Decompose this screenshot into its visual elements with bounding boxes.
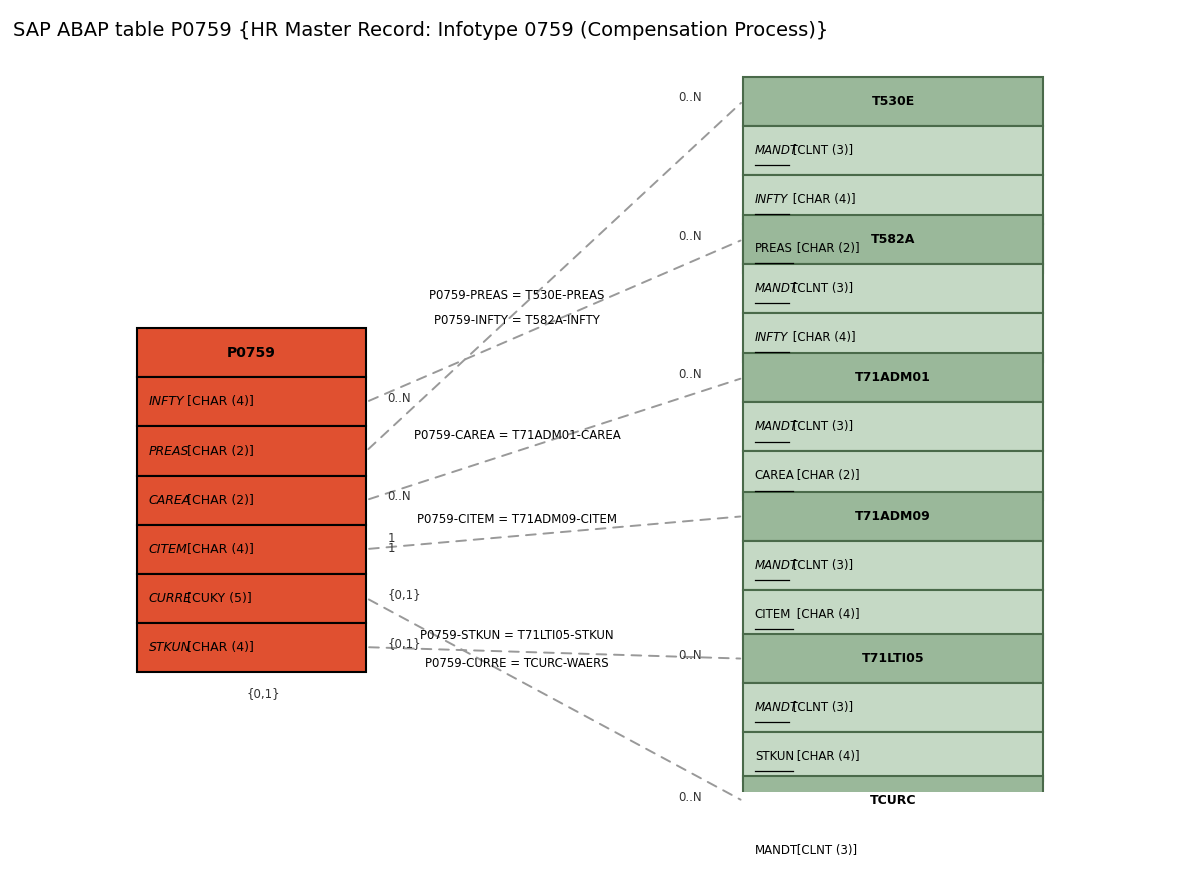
Text: [CHAR (4)]: [CHAR (4)] xyxy=(789,193,856,205)
Text: [CHAR (4)]: [CHAR (4)] xyxy=(183,640,254,654)
Polygon shape xyxy=(743,354,1043,403)
Text: 0..N: 0..N xyxy=(387,490,411,504)
Text: P0759: P0759 xyxy=(227,346,276,360)
Polygon shape xyxy=(743,777,1043,825)
Polygon shape xyxy=(743,874,1043,893)
Text: P0759-STKUN = T71LTI05-STKUN: P0759-STKUN = T71LTI05-STKUN xyxy=(420,630,614,642)
Text: [CLNT (3)]: [CLNT (3)] xyxy=(789,144,853,156)
Polygon shape xyxy=(743,451,1043,500)
Text: CITEM: CITEM xyxy=(755,608,791,621)
Polygon shape xyxy=(137,378,366,427)
Text: T71ADM01: T71ADM01 xyxy=(856,371,931,384)
Text: [CLNT (3)]: [CLNT (3)] xyxy=(789,282,853,295)
Polygon shape xyxy=(137,573,366,622)
Text: {0,1}: {0,1} xyxy=(247,688,280,700)
Polygon shape xyxy=(743,589,1043,638)
Polygon shape xyxy=(137,329,366,378)
Polygon shape xyxy=(137,427,366,476)
Text: P0759-CITEM = T71ADM09-CITEM: P0759-CITEM = T71ADM09-CITEM xyxy=(417,513,617,527)
Text: MANDT: MANDT xyxy=(755,144,798,156)
Text: CAREA: CAREA xyxy=(149,494,191,506)
Text: [CHAR (4)]: [CHAR (4)] xyxy=(789,331,856,344)
Text: T71ADM09: T71ADM09 xyxy=(856,510,931,522)
Text: INFTY: INFTY xyxy=(755,331,788,344)
Polygon shape xyxy=(743,732,1043,781)
Text: [CUKY (5)]: [CUKY (5)] xyxy=(183,592,251,605)
Text: [CHAR (4)]: [CHAR (4)] xyxy=(793,750,860,764)
Polygon shape xyxy=(743,825,1043,874)
Text: CAREA: CAREA xyxy=(755,470,794,482)
Text: CURRE: CURRE xyxy=(149,592,191,605)
Text: P0759-PREAS = T530E-PREAS: P0759-PREAS = T530E-PREAS xyxy=(430,288,604,302)
Text: MANDT: MANDT xyxy=(755,844,798,856)
Polygon shape xyxy=(743,492,1043,541)
Text: CITEM: CITEM xyxy=(149,543,188,555)
Polygon shape xyxy=(137,476,366,524)
Text: [CHAR (2)]: [CHAR (2)] xyxy=(793,242,860,255)
Polygon shape xyxy=(743,77,1043,126)
Text: INFTY: INFTY xyxy=(755,193,788,205)
Text: PREAS: PREAS xyxy=(149,445,189,457)
Text: [CLNT (3)]: [CLNT (3)] xyxy=(789,701,853,714)
Text: T582A: T582A xyxy=(871,233,916,246)
Text: MANDT: MANDT xyxy=(755,559,798,572)
Polygon shape xyxy=(743,175,1043,223)
Text: PREAS: PREAS xyxy=(755,242,793,255)
Text: [CHAR (4)]: [CHAR (4)] xyxy=(183,543,254,555)
Text: [CHAR (2)]: [CHAR (2)] xyxy=(793,470,860,482)
Text: T71LTI05: T71LTI05 xyxy=(861,652,924,665)
Text: [CLNT (3)]: [CLNT (3)] xyxy=(789,559,853,572)
Text: INFTY: INFTY xyxy=(149,396,184,408)
Text: 0..N: 0..N xyxy=(387,392,411,405)
Polygon shape xyxy=(743,313,1043,362)
Text: STKUN: STKUN xyxy=(149,640,190,654)
Text: [CLNT (3)]: [CLNT (3)] xyxy=(793,844,857,856)
Text: {0,1}: {0,1} xyxy=(387,588,421,602)
Text: [CHAR (4)]: [CHAR (4)] xyxy=(793,608,860,621)
Text: MANDT: MANDT xyxy=(755,701,798,714)
Text: MANDT: MANDT xyxy=(755,421,798,433)
Text: STKUN: STKUN xyxy=(755,750,794,764)
Text: 0..N: 0..N xyxy=(678,368,702,381)
Polygon shape xyxy=(137,622,366,672)
Text: MANDT: MANDT xyxy=(755,282,798,295)
Text: 0..N: 0..N xyxy=(678,230,702,243)
Text: T530E: T530E xyxy=(872,95,914,107)
Text: P0759-CAREA = T71ADM01-CAREA: P0759-CAREA = T71ADM01-CAREA xyxy=(414,429,621,442)
Text: 1: 1 xyxy=(387,531,395,545)
Text: [CHAR (2)]: [CHAR (2)] xyxy=(183,445,254,457)
Polygon shape xyxy=(743,126,1043,175)
Polygon shape xyxy=(743,223,1043,272)
Text: 0..N: 0..N xyxy=(678,791,702,805)
Polygon shape xyxy=(743,683,1043,732)
Polygon shape xyxy=(743,215,1043,264)
Text: TCURC: TCURC xyxy=(870,795,917,807)
Polygon shape xyxy=(743,634,1043,683)
Text: [CLNT (3)]: [CLNT (3)] xyxy=(789,421,853,433)
Polygon shape xyxy=(743,541,1043,589)
Text: [CHAR (2)]: [CHAR (2)] xyxy=(183,494,254,506)
Text: 0..N: 0..N xyxy=(678,649,702,662)
Text: 0..N: 0..N xyxy=(678,91,702,104)
Polygon shape xyxy=(137,524,366,573)
Text: [CHAR (4)]: [CHAR (4)] xyxy=(183,396,254,408)
Text: SAP ABAP table P0759 {HR Master Record: Infotype 0759 (Compensation Process)}: SAP ABAP table P0759 {HR Master Record: … xyxy=(13,21,828,40)
Text: 1: 1 xyxy=(387,542,395,555)
Text: {0,1}: {0,1} xyxy=(387,638,421,650)
Text: P0759-INFTY = T582A-INFTY: P0759-INFTY = T582A-INFTY xyxy=(434,314,599,328)
Polygon shape xyxy=(743,403,1043,451)
Text: P0759-CURRE = TCURC-WAERS: P0759-CURRE = TCURC-WAERS xyxy=(425,656,609,670)
Polygon shape xyxy=(743,264,1043,313)
